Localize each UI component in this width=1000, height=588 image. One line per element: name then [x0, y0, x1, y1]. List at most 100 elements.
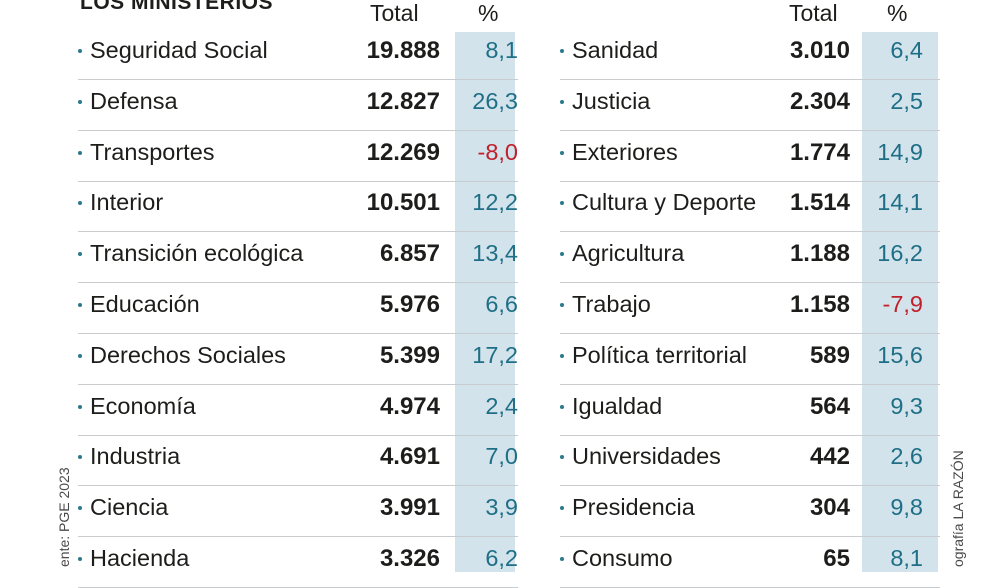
- ministry-total: 564: [809, 392, 850, 420]
- ministry-pct: 9,3: [890, 392, 923, 419]
- ministry-pct: 12,2: [472, 189, 518, 216]
- ministry-pct: 26,3: [472, 87, 518, 114]
- ministry-pct: 2,4: [485, 392, 518, 419]
- table-row: Política territorial 589 15,6: [560, 334, 940, 385]
- ministry-total: 1.188: [789, 240, 850, 268]
- table-row: Trabajo 1.158 -7,9: [560, 283, 940, 334]
- bullet-icon: [560, 455, 564, 460]
- ministry-pct: -8,0: [477, 138, 519, 165]
- ministry-pct: -7,9: [882, 291, 924, 317]
- ministry-total: 5.399: [379, 341, 440, 369]
- credit-note: ografía LA RAZÓN: [950, 450, 966, 567]
- bullet-icon: [560, 353, 564, 358]
- ministry-pct: 14,1: [877, 189, 923, 216]
- ministry-pct: 3,9: [485, 494, 518, 521]
- ministry-pct: 6,6: [485, 291, 518, 317]
- ministry-total: 19.888: [366, 37, 440, 64]
- table-row: Educación 5.976 6,6: [78, 283, 518, 334]
- ministry-name: Seguridad Social: [90, 37, 268, 63]
- row-divider: [560, 434, 940, 436]
- ministry-pct: 15,6: [877, 341, 923, 368]
- row-divider: [78, 434, 518, 436]
- ministry-total: 589: [809, 341, 850, 369]
- bullet-icon: [560, 252, 564, 257]
- ministry-name: Cultura y Deporte: [572, 189, 757, 216]
- table-row: Seguridad Social 19.888 8,1: [78, 29, 518, 80]
- row-divider: [78, 129, 518, 131]
- bullet-icon: [560, 201, 564, 206]
- left-pct-header: %: [478, 0, 499, 26]
- bullet-icon: [78, 557, 82, 561]
- ministry-total: 4.974: [379, 392, 440, 420]
- right-pct-band: [862, 32, 938, 572]
- row-divider: [560, 536, 940, 538]
- ministry-pct: 8,1: [485, 37, 518, 63]
- ministry-pct: 2,5: [890, 87, 923, 114]
- bullet-icon: [78, 150, 82, 155]
- bullet-icon: [78, 252, 82, 257]
- table-row: Exteriores 1.774 14,9: [560, 131, 940, 182]
- ministry-name: Universidades: [572, 443, 721, 470]
- ministry-name: Interior: [90, 189, 164, 216]
- table-row: Ciencia 3.991 3,9: [78, 486, 518, 538]
- ministry-name: Defensa: [90, 87, 178, 114]
- ministry-name: Exteriores: [572, 138, 678, 165]
- table-row: Industria 4.691 7,0: [78, 435, 518, 487]
- ministry-name: Industria: [90, 443, 181, 470]
- row-divider: [560, 231, 940, 233]
- ministry-total: 2.304: [789, 87, 850, 115]
- bullet-icon: [78, 353, 82, 358]
- left-total-header: Total: [370, 0, 419, 26]
- ministry-name: Trabajo: [572, 291, 651, 317]
- ministry-total: 1.774: [789, 138, 850, 166]
- bullet-icon: [78, 303, 82, 307]
- ministry-pct: 6,4: [890, 37, 923, 63]
- bullet-icon: [78, 506, 82, 511]
- bullet-icon: [560, 404, 564, 409]
- ministry-pct: 8,1: [890, 545, 923, 571]
- ministry-name: Educación: [90, 291, 200, 317]
- row-divider: [78, 231, 518, 233]
- table-row: Interior 10.501 12,2: [78, 181, 518, 233]
- ministry-name: Ciencia: [90, 494, 169, 521]
- table-row: Sanidad 3.010 6,4: [560, 29, 940, 80]
- bullet-icon: [560, 506, 564, 511]
- ministry-name: Justicia: [572, 87, 651, 114]
- ministry-name: Transportes: [90, 138, 215, 165]
- right-pct-header: %: [887, 0, 908, 26]
- right-total-header: Total: [789, 0, 838, 26]
- table-row: Cultura y Deporte 1.514 14,1: [560, 181, 940, 233]
- ministry-total: 65: [823, 545, 850, 572]
- bullet-icon: [78, 404, 82, 409]
- bullet-icon: [560, 303, 564, 307]
- ministry-total: 12.269: [366, 138, 440, 166]
- ministry-name: Igualdad: [572, 392, 663, 419]
- row-divider: [560, 485, 940, 487]
- ministry-pct: 17,2: [472, 341, 518, 368]
- ministry-name: Agricultura: [572, 240, 685, 267]
- ministry-pct: 9,8: [890, 494, 923, 521]
- ministry-name: Transición ecológica: [90, 240, 304, 267]
- source-note: ente: PGE 2023: [56, 467, 72, 567]
- ministry-total: 304: [809, 494, 850, 522]
- table-row: Justicia 2.304 2,5: [560, 80, 940, 131]
- ministry-total: 5.976: [379, 291, 440, 318]
- bullet-icon: [78, 49, 82, 53]
- bullet-icon: [560, 150, 564, 155]
- ministry-name: Economía: [90, 392, 196, 419]
- table-row: Transición ecológica 6.857 13,4: [78, 232, 518, 284]
- row-divider: [560, 282, 940, 284]
- row-divider: [560, 333, 940, 334]
- bullet-icon: [78, 201, 82, 206]
- ministry-pct: 14,9: [877, 138, 923, 165]
- ministry-total: 1.158: [789, 291, 850, 318]
- ministry-name: Consumo: [572, 545, 673, 571]
- table-row: Economía 4.974 2,4: [78, 385, 518, 436]
- row-divider: [78, 282, 518, 284]
- table-row: Presidencia 304 9,8: [560, 486, 940, 538]
- bullet-icon: [560, 557, 564, 561]
- row-divider: [560, 129, 940, 131]
- ministry-name: Sanidad: [572, 37, 659, 63]
- ministry-pct: 7,0: [485, 443, 518, 470]
- ministry-name: Derechos Sociales: [90, 341, 286, 368]
